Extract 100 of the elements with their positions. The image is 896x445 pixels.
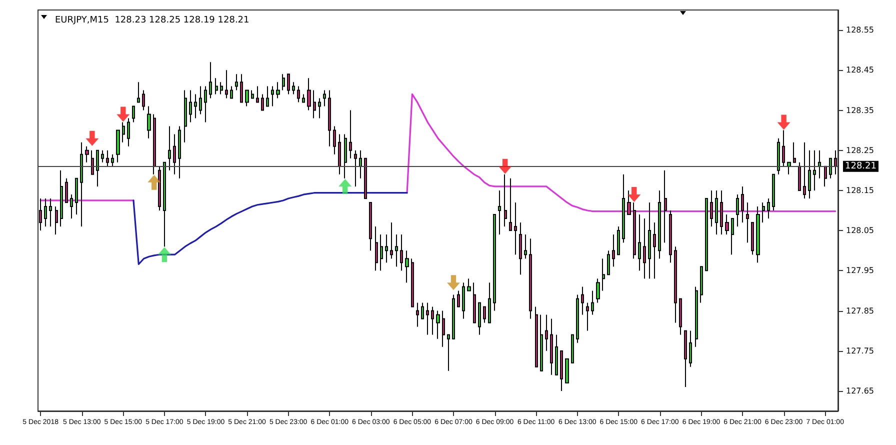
candlestick (447, 334, 450, 372)
candlestick (540, 314, 543, 372)
y-tick-label: 127.75 (846, 346, 874, 356)
candlestick (689, 330, 692, 368)
candlestick (204, 86, 207, 123)
candlestick (751, 222, 754, 256)
candlestick (705, 198, 708, 272)
candlestick (127, 118, 130, 147)
candlestick (452, 294, 455, 340)
candlestick (576, 294, 579, 344)
candlestick (359, 150, 362, 179)
candlestick (313, 90, 316, 119)
candlestick (555, 334, 558, 376)
candlestick (483, 306, 486, 324)
candlestick (473, 282, 476, 324)
candlestick (194, 94, 197, 119)
y-tick-label: 127.95 (846, 266, 874, 276)
candlestick (710, 190, 713, 228)
candlestick (679, 298, 682, 336)
candlestick (591, 290, 594, 316)
y-tick-label: 128.05 (846, 226, 874, 236)
candlestick (720, 190, 723, 236)
candlestick (338, 134, 341, 175)
candlestick (116, 130, 120, 163)
candlestick (658, 190, 661, 260)
candlestick (467, 278, 471, 292)
candlestick (240, 74, 243, 103)
candlestick (55, 206, 58, 236)
y-tick-label: 127.65 (846, 386, 874, 396)
candlestick (700, 266, 703, 304)
candlestick (256, 86, 259, 103)
candlestick (581, 286, 584, 316)
candlestick (550, 318, 553, 376)
candlestick (132, 106, 135, 123)
candlestick (230, 86, 233, 99)
candlestick (756, 206, 760, 264)
candlestick (627, 190, 631, 216)
candlestick (560, 350, 563, 392)
candlestick (824, 166, 827, 187)
candlestick (648, 202, 651, 280)
candlestick (344, 134, 347, 179)
candlestick (741, 186, 744, 224)
candlestick (173, 134, 176, 175)
candlestick (390, 222, 393, 260)
candlestick (75, 178, 78, 216)
y-tick-label: 127.85 (846, 306, 874, 316)
candlestick (746, 202, 749, 244)
candlestick (400, 234, 403, 272)
candlestick (271, 86, 274, 107)
candlestick (282, 74, 285, 91)
candlestick (535, 306, 538, 368)
candlestick (607, 250, 610, 276)
candlestick (457, 290, 460, 308)
candlestick (777, 138, 780, 175)
candlestick (215, 78, 218, 95)
candlestick (385, 234, 388, 264)
candlestick (509, 178, 512, 232)
point (148, 174, 161, 190)
candlestick (251, 90, 254, 99)
candlestick (643, 218, 646, 280)
point (446, 275, 460, 290)
candlestick (189, 90, 192, 123)
candlestick (818, 150, 821, 179)
candlestick (602, 258, 605, 292)
candlestick (220, 82, 223, 95)
candlestick (49, 198, 52, 228)
candlestick (524, 234, 527, 260)
candlestick (772, 174, 775, 211)
candlestick (235, 74, 238, 91)
candlestick (266, 86, 269, 107)
candlestick (101, 150, 104, 163)
point (158, 247, 171, 262)
candlestick (287, 74, 290, 95)
candlestick (44, 198, 47, 228)
candlestick (147, 106, 151, 139)
candlestick (416, 302, 419, 328)
candlestick (297, 86, 300, 103)
candlestick (736, 194, 739, 228)
candlestick (292, 82, 295, 95)
candlestick (245, 90, 249, 107)
candlestick (622, 174, 625, 244)
candlestick (633, 202, 636, 260)
candlestick (405, 250, 409, 284)
candlestick (715, 190, 718, 236)
point (628, 186, 641, 202)
candlestick (328, 90, 331, 147)
candlestick (318, 98, 321, 119)
candlestick (302, 94, 305, 103)
candlestick (276, 82, 280, 99)
candlestick (596, 278, 600, 304)
candlestick (163, 162, 166, 248)
candlestick (545, 314, 548, 352)
candlestick (96, 150, 99, 187)
candlestick (767, 198, 770, 220)
candlestick (307, 78, 311, 111)
candlestick (565, 358, 569, 384)
candlestick (411, 258, 414, 308)
candlestick (478, 302, 481, 336)
candlestick (813, 150, 816, 191)
candlestick (731, 218, 734, 256)
